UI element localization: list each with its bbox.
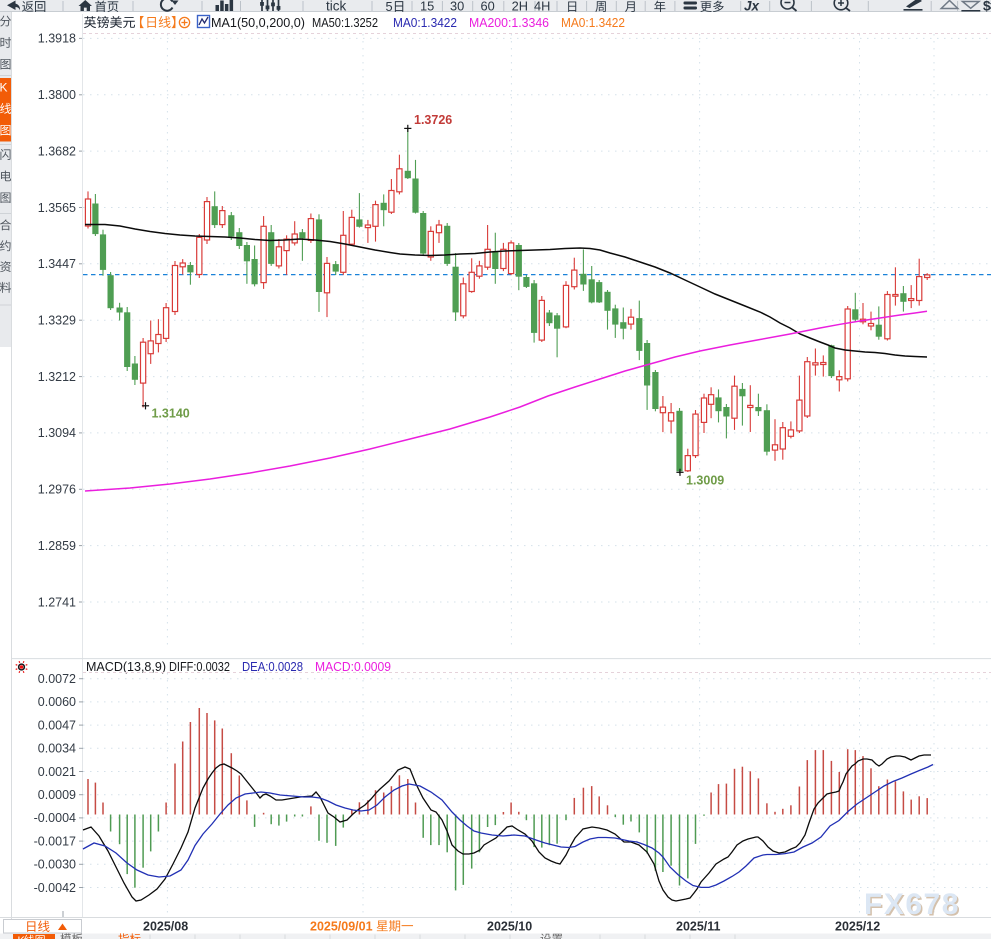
svg-text:60: 60 xyxy=(481,0,495,14)
svg-text:1.2976: 1.2976 xyxy=(38,483,76,497)
svg-text:1.2859: 1.2859 xyxy=(38,539,76,553)
svg-text:MA0:1.3422: MA0:1.3422 xyxy=(393,15,457,30)
svg-text:1.3565: 1.3565 xyxy=(38,201,76,215)
svg-text:-0.0004: -0.0004 xyxy=(34,811,76,825)
svg-text:MA0:1.3422: MA0:1.3422 xyxy=(561,15,625,30)
svg-text:-0.0030: -0.0030 xyxy=(34,858,76,872)
svg-text:K: K xyxy=(0,81,8,95)
svg-text:5: 5 xyxy=(386,0,393,14)
svg-text:-0.0017: -0.0017 xyxy=(34,834,76,848)
svg-text:2025/09/01: 2025/09/01 xyxy=(310,920,373,934)
svg-text:0.0072: 0.0072 xyxy=(38,672,76,686)
svg-text:MA50:1.3252: MA50:1.3252 xyxy=(312,15,378,30)
svg-text:1.3009: 1.3009 xyxy=(686,474,724,488)
svg-text:0.0009: 0.0009 xyxy=(38,788,76,802)
svg-text:FX678: FX678 xyxy=(864,888,960,921)
svg-text:2025/10: 2025/10 xyxy=(487,920,532,934)
svg-text:1.2741: 1.2741 xyxy=(38,595,76,609)
svg-text:Jx: Jx xyxy=(744,0,760,14)
svg-text:MA1(50,0,200,0): MA1(50,0,200,0) xyxy=(211,15,305,30)
svg-text:DEA:0.0028: DEA:0.0028 xyxy=(242,659,303,674)
svg-text:30: 30 xyxy=(450,0,464,14)
svg-text:K: K xyxy=(18,935,26,939)
svg-text:0.0060: 0.0060 xyxy=(38,695,76,709)
svg-text:2025/11: 2025/11 xyxy=(676,920,721,934)
svg-text:1.3094: 1.3094 xyxy=(38,426,76,440)
svg-text:1.3918: 1.3918 xyxy=(38,32,76,46)
svg-text:1.3726: 1.3726 xyxy=(414,113,452,127)
svg-text:tick: tick xyxy=(326,0,347,14)
svg-text:0.0047: 0.0047 xyxy=(38,718,76,732)
svg-text:1.3329: 1.3329 xyxy=(38,314,76,328)
svg-text:1.3140: 1.3140 xyxy=(152,407,190,421)
svg-text:0.0034: 0.0034 xyxy=(38,742,76,756)
svg-text:1.3682: 1.3682 xyxy=(38,144,76,158)
svg-text:MACD(13,8,9): MACD(13,8,9) xyxy=(86,659,166,674)
svg-text:2H: 2H xyxy=(512,0,528,14)
svg-text:1.3800: 1.3800 xyxy=(38,88,76,102)
svg-text:0.0021: 0.0021 xyxy=(38,765,76,779)
svg-text:MACD:0.0009: MACD:0.0009 xyxy=(315,659,391,674)
svg-text:15: 15 xyxy=(420,0,434,14)
svg-text:MA200:1.3346: MA200:1.3346 xyxy=(469,15,549,30)
svg-text:-0.0042: -0.0042 xyxy=(34,881,76,895)
svg-text:$: $ xyxy=(983,0,991,14)
svg-text:2025/08: 2025/08 xyxy=(143,920,188,934)
svg-text:4H: 4H xyxy=(534,0,550,14)
svg-text:1.3212: 1.3212 xyxy=(38,370,76,384)
svg-text:2025/12: 2025/12 xyxy=(835,920,880,934)
svg-text:DIFF:0.0032: DIFF:0.0032 xyxy=(169,659,230,674)
svg-text:1.3447: 1.3447 xyxy=(38,257,76,271)
